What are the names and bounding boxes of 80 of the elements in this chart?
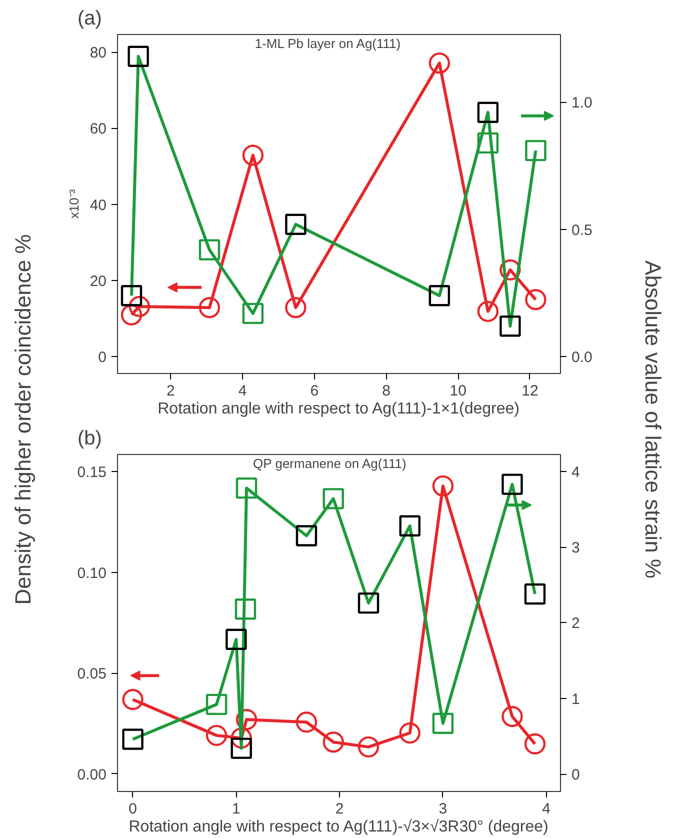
x-tick-label: 3	[438, 800, 448, 818]
text: x10⁻³	[66, 188, 82, 219]
y-tick-label: 20	[90, 273, 107, 290]
point	[234, 598, 256, 620]
point	[358, 736, 380, 758]
x-tick-label: 6	[310, 382, 319, 400]
y2-tick-label: 1.0	[572, 94, 592, 112]
point	[242, 302, 264, 324]
y2-tick-label: 4	[572, 464, 580, 481]
chart-subtitle: 1-ML Pb layer on Ag(111)	[254, 36, 401, 52]
x-tick-label: 2	[335, 800, 344, 818]
x-tick-label: 2	[166, 382, 175, 400]
x-tick-label: 8	[382, 382, 390, 400]
y-tick-label: 80	[90, 44, 107, 62]
point	[296, 525, 318, 546]
point	[477, 132, 499, 154]
chart-title: (b)	[78, 428, 102, 450]
point	[502, 706, 523, 728]
point	[236, 477, 258, 499]
y-tick-label: 0.10	[77, 564, 107, 582]
y-tick-label: 0	[98, 349, 106, 366]
point	[525, 140, 546, 162]
point	[206, 694, 228, 716]
point	[230, 727, 252, 749]
point	[242, 144, 264, 166]
y2-axis-title: Absolute value of lattice strain %	[640, 260, 666, 578]
point	[122, 728, 144, 750]
point	[525, 289, 546, 310]
point	[128, 296, 150, 318]
point	[500, 316, 521, 337]
y2-tick-label: 1	[572, 690, 580, 708]
point	[236, 708, 258, 730]
x-tick-label: 12	[522, 382, 538, 400]
point	[524, 733, 546, 754]
point	[198, 239, 220, 260]
x-tick-label: 0	[128, 800, 137, 818]
y2-tick-label: 3	[572, 540, 580, 557]
chart-subtitle: QP germanene on Ag(111)	[253, 456, 406, 472]
point	[285, 297, 306, 318]
point	[122, 688, 144, 710]
point	[120, 304, 142, 326]
point	[226, 628, 247, 650]
y-tick-label: 40	[90, 196, 107, 214]
point	[502, 474, 523, 495]
point	[500, 259, 521, 280]
chart-title: (a)	[78, 8, 102, 30]
point	[399, 722, 420, 744]
point	[524, 583, 546, 605]
point	[358, 592, 380, 614]
point	[296, 712, 318, 733]
point	[399, 515, 420, 537]
x-tick-label: 4	[238, 382, 247, 400]
point	[128, 46, 149, 67]
point	[477, 102, 499, 123]
y2-tick-label: 0.5	[572, 222, 592, 239]
point	[120, 285, 142, 306]
x-tick-label: 4	[542, 800, 551, 818]
point	[230, 738, 252, 759]
point	[322, 732, 344, 753]
x-axis-title: Rotation angle with respect to Ag(111)-1×1(degree)	[158, 400, 520, 418]
point	[428, 285, 450, 306]
point	[206, 724, 228, 746]
point	[432, 475, 454, 497]
x-tick-label: 10	[450, 382, 466, 400]
y2-tick-label: 0.0	[572, 349, 592, 366]
x-tick-label: 1	[232, 800, 240, 818]
y2-tick-label: 0	[572, 766, 580, 784]
x-axis-title: Rotation angle with respect to Ag(111)-√3×√3R30° (degree)	[128, 818, 548, 836]
y-axis-title: Density of higher order coincidence %	[10, 234, 36, 605]
y-tick-label: 0.00	[77, 766, 107, 784]
y-tick-label: 0.05	[77, 666, 107, 683]
point	[285, 214, 306, 235]
y-tick-label: 0.15	[77, 464, 107, 481]
point	[322, 488, 344, 510]
point	[198, 297, 220, 318]
y-tick-label: 60	[90, 120, 107, 138]
point	[477, 300, 499, 322]
point	[428, 52, 450, 74]
y2-tick-label: 2	[572, 615, 580, 632]
point	[432, 712, 454, 734]
